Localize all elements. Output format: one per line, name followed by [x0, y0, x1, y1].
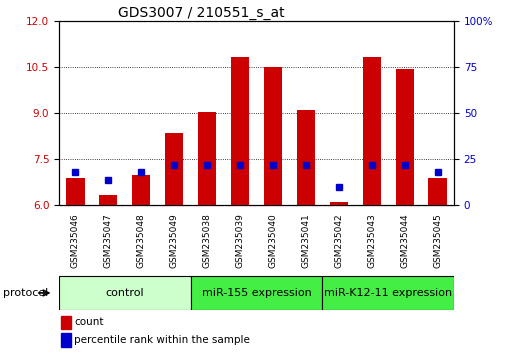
Bar — [322, 276, 454, 310]
Bar — [198, 112, 216, 205]
Text: GSM235047: GSM235047 — [104, 213, 113, 268]
Bar — [231, 57, 249, 205]
Bar — [396, 69, 413, 205]
Bar — [62, 333, 71, 347]
Text: GSM235038: GSM235038 — [203, 213, 212, 268]
Bar — [66, 178, 85, 205]
Bar — [264, 67, 282, 205]
Text: GDS3007 / 210551_s_at: GDS3007 / 210551_s_at — [118, 6, 285, 20]
Text: GSM235045: GSM235045 — [433, 213, 442, 268]
Bar — [165, 133, 183, 205]
Text: GSM235049: GSM235049 — [170, 213, 179, 268]
Text: GSM235040: GSM235040 — [268, 213, 278, 268]
Text: GSM235043: GSM235043 — [367, 213, 376, 268]
Text: count: count — [74, 318, 104, 327]
Bar — [428, 178, 447, 205]
Bar — [297, 110, 315, 205]
Text: percentile rank within the sample: percentile rank within the sample — [74, 335, 250, 345]
Bar — [100, 195, 117, 205]
Text: control: control — [106, 288, 144, 298]
Text: protocol: protocol — [3, 288, 48, 298]
Text: miR-K12-11 expression: miR-K12-11 expression — [324, 288, 452, 298]
Bar — [363, 57, 381, 205]
Text: GSM235042: GSM235042 — [334, 213, 343, 268]
Bar — [191, 276, 322, 310]
Text: miR-155 expression: miR-155 expression — [202, 288, 311, 298]
Bar — [62, 316, 71, 329]
Bar — [59, 276, 191, 310]
Text: GSM235041: GSM235041 — [301, 213, 310, 268]
Bar — [132, 175, 150, 205]
Text: GSM235039: GSM235039 — [235, 213, 245, 268]
Text: GSM235048: GSM235048 — [137, 213, 146, 268]
Bar — [330, 202, 348, 205]
Text: GSM235044: GSM235044 — [400, 213, 409, 268]
Text: GSM235046: GSM235046 — [71, 213, 80, 268]
